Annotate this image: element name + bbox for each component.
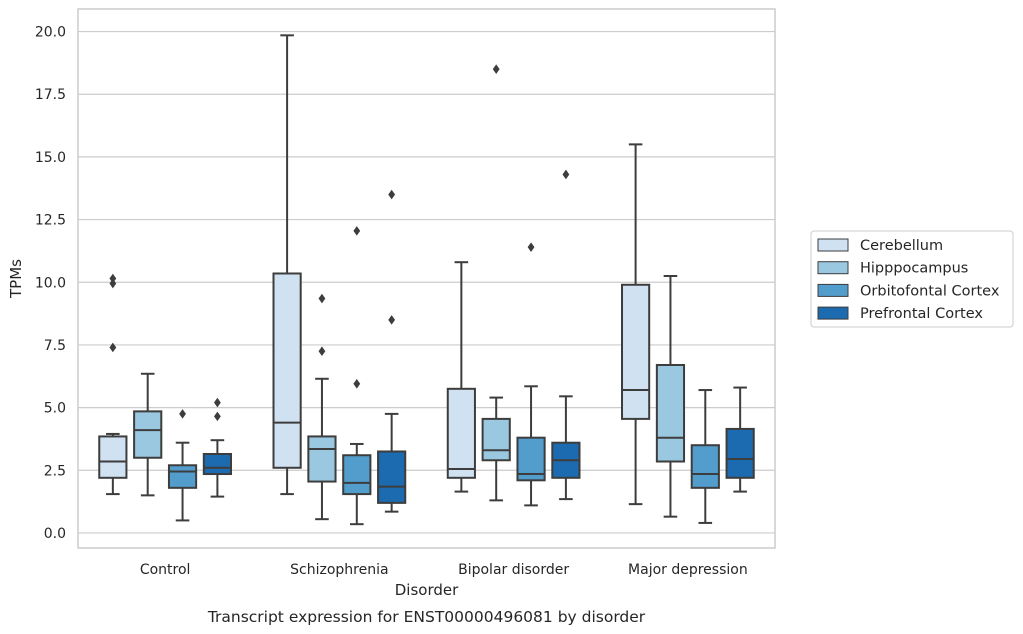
box-prefrontal-cortex [202, 397, 232, 498]
y-tick-label: 20.0 [35, 25, 66, 41]
iqr-box [167, 464, 198, 489]
box-cerebellum [98, 273, 128, 496]
box-orbitofontal-cortex [690, 389, 720, 524]
legend-frame [810, 230, 1014, 328]
box-hipppocampus [307, 293, 337, 521]
outlier-point [318, 293, 326, 304]
legend-swatch [817, 306, 849, 320]
legend-label: Cerebellum [860, 238, 943, 254]
box-prefrontal-cortex [551, 169, 581, 501]
iqr-box [342, 454, 372, 496]
outlier-point [388, 189, 396, 200]
iqr-box [690, 444, 720, 489]
iqr-box [377, 450, 407, 504]
y-tick-label: 12.5 [35, 213, 66, 229]
outlier-point [492, 64, 500, 74]
box-cerebellum [621, 143, 651, 506]
box-hipppocampus [481, 64, 511, 502]
outlier-point [318, 346, 326, 357]
outlier-point [109, 342, 117, 353]
outlier-point [214, 411, 221, 422]
iqr-box [202, 452, 232, 476]
y-tick-label: 17.5 [35, 87, 66, 103]
x-tick-label: Schizophrenia [290, 562, 388, 578]
box-cerebellum [272, 34, 302, 496]
plot-area-frame [77, 8, 776, 549]
outlier-point [109, 273, 117, 284]
y-tick-label: 7.5 [44, 338, 66, 354]
x-axis-label: Disorder [395, 581, 459, 599]
box-prefrontal-cortex [377, 189, 407, 513]
x-tick-labels: Control Schizophrenia Bipolar disorder Majo… [140, 562, 748, 578]
legend: Cerebellum Hipppocampus Orbitofontal Corte… [810, 230, 1014, 328]
iqr-box [272, 272, 302, 469]
y-tick-label: 5.0 [44, 401, 66, 417]
y-tick-labels: 0.0 2.5 5.0 7.5 10.0 12.5 15.0 17.5 20.0 [35, 25, 66, 542]
outlier-point [388, 315, 396, 325]
legend-label: Prefrontal Cortex [860, 306, 983, 322]
box-hipppocampus [133, 372, 163, 497]
iqr-box [725, 427, 755, 479]
box-orbitofontal-cortex [167, 409, 198, 522]
iqr-box [446, 387, 476, 479]
box-orbitofontal-cortex [342, 226, 372, 526]
iqr-box [98, 435, 128, 479]
y-tick-label: 2.5 [44, 463, 66, 479]
boxplot-marks [98, 34, 755, 526]
iqr-box [307, 435, 337, 483]
figure-caption: Transcript expression for ENST0000049608… [207, 608, 646, 626]
legend-label: Hipppocampus [860, 261, 968, 277]
outlier-point [353, 226, 361, 236]
iqr-box [481, 417, 511, 462]
box-hipppocampus [655, 274, 686, 518]
legend-swatch [817, 238, 849, 252]
y-tick-label: 10.0 [35, 275, 66, 291]
outlier-point [179, 409, 186, 419]
box-prefrontal-cortex [725, 386, 755, 493]
outlier-point [109, 278, 117, 289]
outlier-point [214, 397, 221, 408]
y-tick-label: 0.0 [44, 526, 66, 542]
iqr-box [655, 363, 686, 463]
y-axis-label: TPMs [7, 259, 25, 299]
iqr-box [621, 283, 651, 420]
outlier-point [353, 378, 361, 389]
iqr-box [133, 410, 163, 459]
x-tick-label: Bipolar disorder [458, 562, 569, 578]
x-tick-label: Major depression [628, 562, 748, 578]
x-tick-label: Control [140, 562, 191, 578]
legend-label: Orbitofontal Cortex [860, 283, 1000, 299]
outlier-point [527, 242, 535, 252]
legend-swatch [817, 283, 849, 297]
y-tick-label: 15.0 [35, 150, 66, 166]
box-orbitofontal-cortex [516, 242, 546, 507]
outlier-point [562, 169, 570, 180]
box-cerebellum [446, 261, 476, 493]
legend-swatch [817, 261, 849, 275]
